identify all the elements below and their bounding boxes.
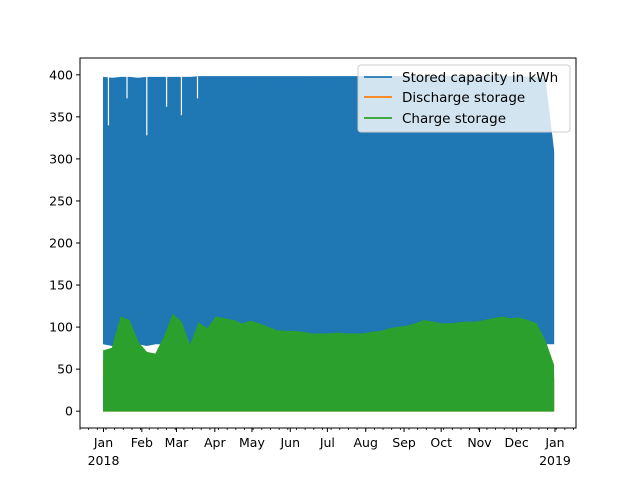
y-tick-label: 200 [49, 236, 73, 251]
y-tick-label: 50 [57, 362, 73, 377]
x-tick-label: Nov [467, 435, 492, 450]
x-tick-label: Mar [165, 435, 189, 450]
y-tick-label: 400 [49, 67, 73, 82]
y-tick-label: 300 [49, 151, 73, 166]
series-charge-storage [103, 313, 555, 412]
x-tick-label: May [239, 435, 265, 450]
y-tick-label: 350 [49, 109, 73, 124]
x-tick-label: Sep [392, 435, 416, 450]
x-tick-year-label: 2018 [88, 453, 120, 468]
plot-frame [79, 57, 577, 429]
series-line [103, 76, 555, 346]
x-tick-label: Jan [93, 435, 113, 450]
plot-area [103, 74, 555, 412]
x-tick-label: Oct [430, 435, 452, 450]
x-tick-label: Apr [204, 435, 226, 450]
x-tick-label: Dec [505, 435, 529, 450]
x-tick-year-label: 2019 [539, 453, 571, 468]
x-tick-label: Feb [131, 435, 153, 450]
x-axis-ticks: Jan 2018 Feb Mar Apr May Jun Jul Aug Sep Oct Nov Dec… [79, 428, 574, 468]
x-tick-label: Jan [544, 435, 564, 450]
legend: Stored capacity in kWh Discharge storage… [357, 64, 571, 133]
legend-label-charge: Charge storage [402, 111, 506, 127]
x-tick-label: Aug [354, 435, 378, 450]
series-line [103, 319, 555, 412]
y-axis-ticks: 0 50 100 150 200 250 300 350 400 [49, 67, 80, 419]
x-tick-label: Jun [280, 435, 301, 450]
legend-label-stored: Stored capacity in kWh [402, 70, 558, 86]
legend-label-discharge: Discharge storage [402, 90, 525, 106]
x-tick-label: Jul [319, 435, 335, 450]
y-tick-label: 250 [49, 193, 73, 208]
y-tick-label: 0 [65, 404, 73, 419]
y-tick-label: 100 [49, 320, 73, 335]
legend-box [357, 64, 571, 133]
y-tick-label: 150 [49, 278, 73, 293]
